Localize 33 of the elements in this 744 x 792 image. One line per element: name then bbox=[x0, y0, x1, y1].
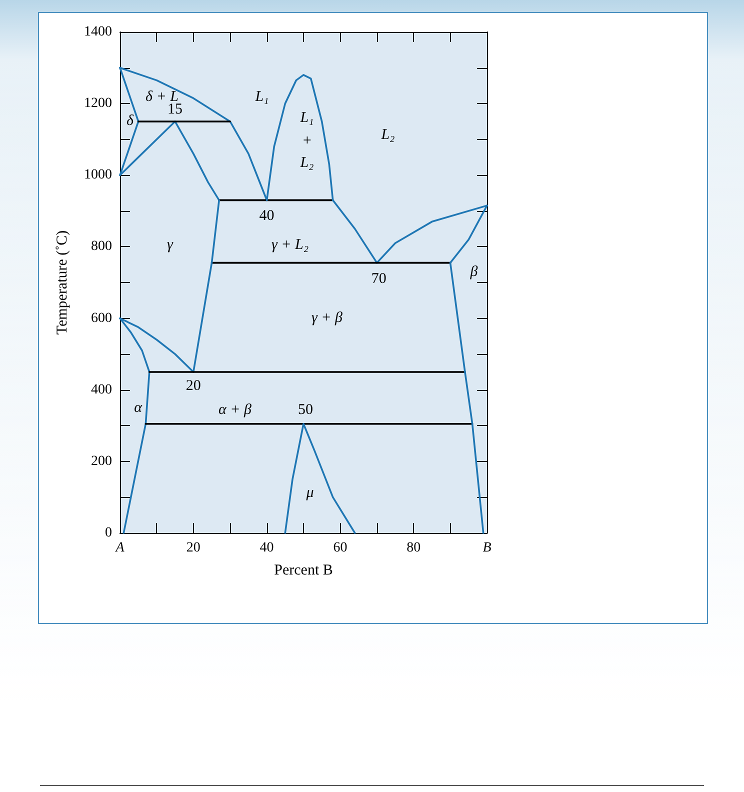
annotation: 70 bbox=[371, 270, 386, 287]
annotation: δ bbox=[126, 113, 135, 129]
y-tick-label: 1000 bbox=[84, 168, 112, 183]
annotation: L₂ bbox=[299, 155, 314, 171]
annotation: μ bbox=[305, 485, 314, 501]
y-tick-label: 600 bbox=[91, 310, 112, 326]
y-tick-label: 800 bbox=[91, 239, 112, 254]
annotation: β bbox=[469, 264, 478, 280]
y-tick-label: 1200 bbox=[84, 96, 112, 112]
annotation: 20 bbox=[186, 378, 201, 394]
x-tick-label: 40 bbox=[260, 540, 274, 556]
x-tick-label: 60 bbox=[333, 540, 348, 556]
annotation: γ + β bbox=[311, 310, 344, 326]
annotation: L₁ bbox=[254, 89, 269, 105]
y-tick-label: 0 bbox=[105, 526, 112, 540]
annotation: + bbox=[302, 133, 312, 149]
annotation: 50 bbox=[298, 402, 313, 418]
x-tick-label: 20 bbox=[186, 540, 200, 556]
annotation: α + β bbox=[218, 402, 252, 418]
x-tick-label: A bbox=[114, 540, 125, 556]
annotation: 40 bbox=[259, 208, 274, 224]
annotation: γ bbox=[167, 237, 174, 253]
annotation: α bbox=[134, 400, 144, 416]
annotation: γ + L₂ bbox=[271, 237, 309, 253]
y-tick-label: 400 bbox=[91, 382, 112, 398]
y-tick-label: 1400 bbox=[84, 24, 112, 40]
annotation: L₁ bbox=[299, 110, 314, 126]
annotation: L₂ bbox=[380, 127, 395, 143]
x-axis-title: Percent B bbox=[274, 562, 333, 578]
y-tick-label: 200 bbox=[91, 454, 112, 469]
x-tick-label: 80 bbox=[406, 540, 421, 556]
x-tick-label: B bbox=[482, 540, 492, 556]
y-axis-title: Temperature (˚C) bbox=[54, 230, 70, 335]
